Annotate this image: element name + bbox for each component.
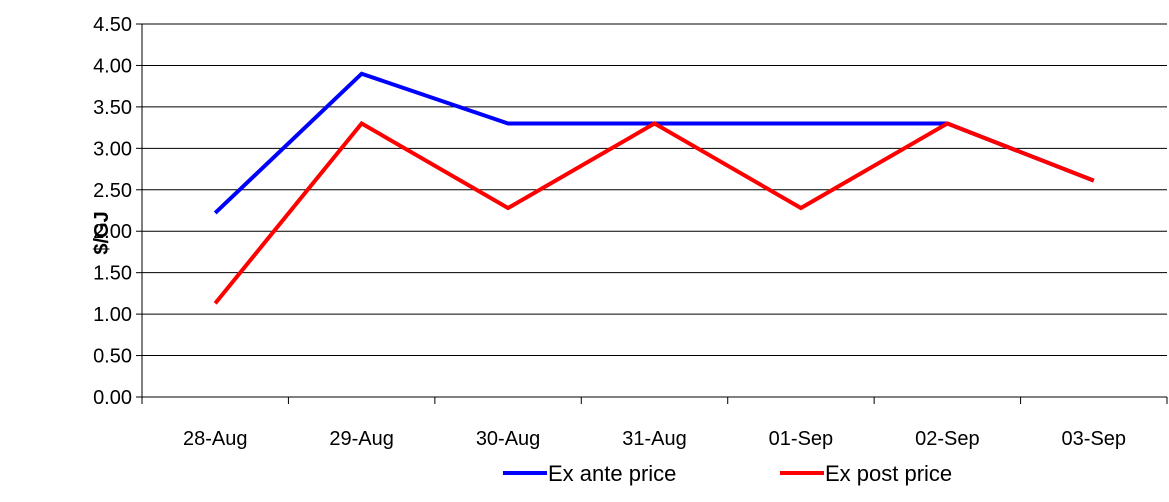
x-tick-label: 03-Sep: [1062, 428, 1127, 450]
legend-label-0: Ex ante price: [548, 461, 676, 486]
y-tick-label: 2.00: [93, 221, 132, 243]
y-tick-label: 2.50: [93, 180, 132, 202]
y-axis-title: $/GJ: [91, 211, 113, 254]
x-tick-label: 01-Sep: [769, 428, 834, 450]
y-tick-label: 3.00: [93, 138, 132, 160]
x-tick-label: 31-Aug: [622, 428, 687, 450]
y-tick-label: 1.00: [93, 304, 132, 326]
x-tick-label: 28-Aug: [183, 428, 248, 450]
legend-label-1: Ex post price: [825, 461, 952, 486]
x-tick-label: 02-Sep: [915, 428, 980, 450]
y-tick-label: 1.50: [93, 263, 132, 285]
axes: [136, 23, 1168, 404]
x-tick-label: 30-Aug: [476, 428, 541, 450]
y-tick-label: 0.00: [93, 387, 132, 409]
series-lines: [213, 71, 1095, 305]
gridlines: [142, 23, 1167, 357]
legend: Ex ante price Ex post price: [503, 461, 952, 486]
tick-labels: 0.00 0.50 1.00 1.50 2.00 2.50 3.00 3.50 4.00 4.50…: [93, 14, 1126, 450]
y-tick-label: 4.50: [93, 14, 132, 36]
y-tick-label: 4.00: [93, 55, 132, 77]
series-line-1: [213, 120, 1095, 305]
y-tick-label: 3.50: [93, 97, 132, 119]
y-tick-label: 0.50: [93, 346, 132, 368]
x-tick-label: 29-Aug: [329, 428, 394, 450]
